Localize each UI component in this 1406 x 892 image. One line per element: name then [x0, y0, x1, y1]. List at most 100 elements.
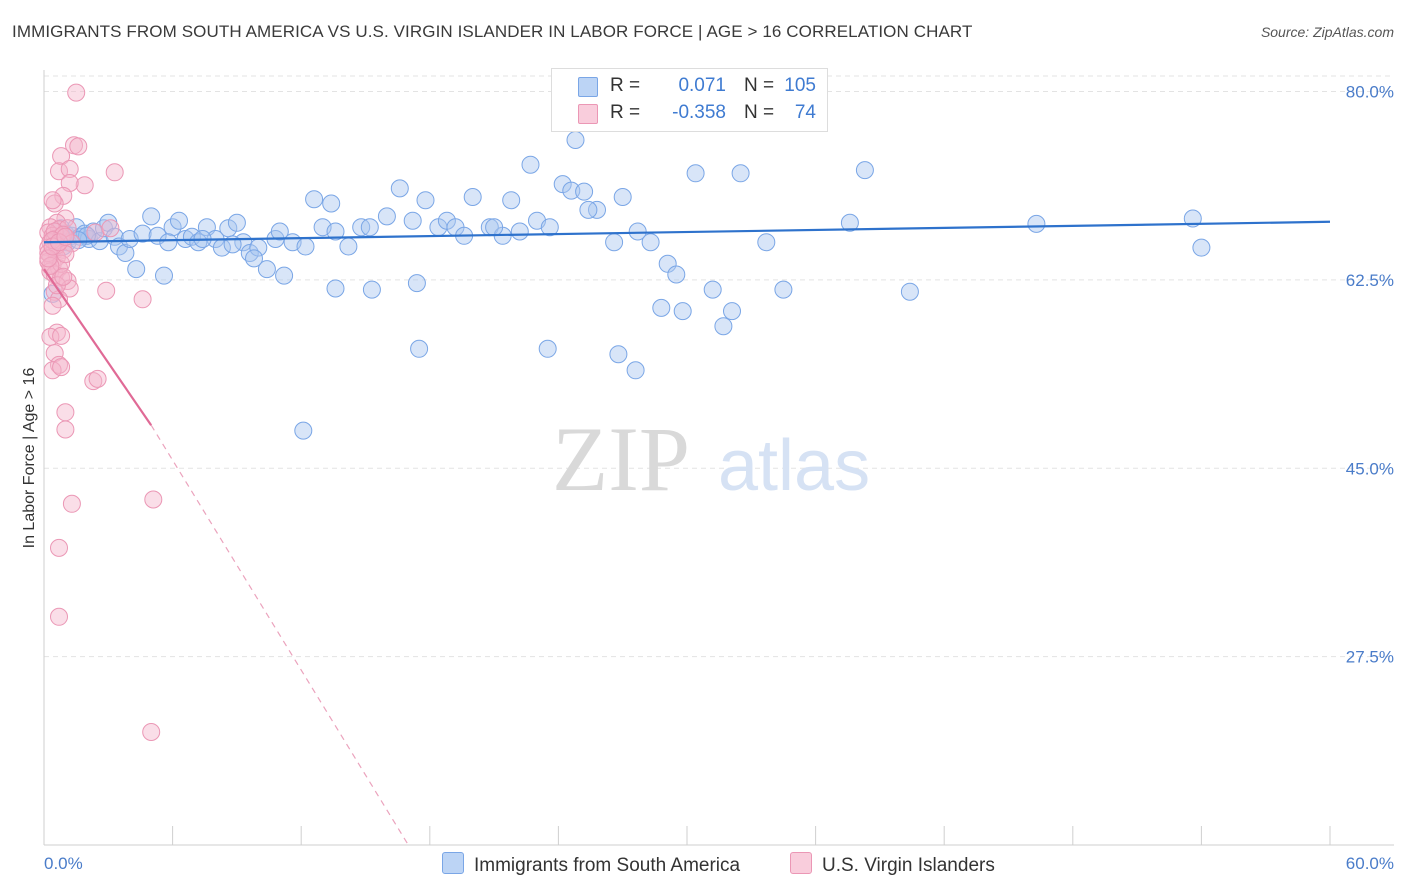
data-point	[101, 219, 120, 238]
data-point	[227, 213, 246, 232]
trend-line-south-america	[43, 220, 1331, 244]
data-point	[75, 176, 94, 195]
data-point	[410, 339, 429, 358]
y-axis-label: In Labor Force | Age > 16	[21, 368, 38, 549]
data-point	[144, 490, 163, 509]
data-point	[52, 326, 71, 345]
data-point	[155, 266, 173, 285]
trend-line-virgin-islanders-extension	[150, 424, 409, 846]
data-point	[840, 213, 859, 232]
data-point	[54, 267, 73, 286]
data-point	[521, 155, 540, 174]
bottom-legend-label: Immigrants from South America	[474, 855, 741, 876]
data-point	[60, 160, 79, 178]
data-point	[339, 237, 358, 256]
trend-line-virgin-islanders	[43, 268, 153, 426]
chart-title: IMMIGRANTS FROM SOUTH AMERICA VS U.S. VI…	[12, 22, 973, 41]
data-point	[731, 164, 750, 183]
data-point	[714, 317, 733, 336]
data-point	[579, 200, 598, 219]
legend-n-value: 105	[784, 75, 816, 96]
data-point	[50, 538, 68, 557]
data-point	[50, 607, 68, 626]
data-point	[88, 369, 107, 388]
data-point	[127, 260, 146, 279]
y-tick-label: 45.0%	[1346, 459, 1394, 478]
legend-n-value: 74	[794, 102, 816, 123]
bottom-legend-swatch-pink	[790, 852, 812, 874]
data-point	[900, 282, 919, 301]
data-point	[667, 265, 686, 284]
data-point	[86, 223, 105, 242]
data-point	[540, 218, 559, 237]
watermark-atlas: atlas	[718, 426, 870, 506]
data-point	[326, 279, 345, 298]
data-point	[43, 191, 62, 210]
data-point	[52, 358, 71, 377]
tick-labels: 27.5% 45.0% 62.5% 80.0% 0.0% 60.0%	[44, 83, 1394, 873]
data-point	[686, 164, 705, 183]
data-point	[50, 162, 68, 181]
x-tick-label: 0.0%	[44, 854, 83, 873]
bottom-legend-virgin-islanders: U.S. Virgin Islanders	[790, 852, 995, 876]
data-point	[69, 137, 88, 156]
legend-n-label: N =	[744, 102, 775, 123]
legend-swatch-pink	[578, 104, 598, 124]
data-point	[56, 420, 75, 439]
data-point	[52, 147, 71, 166]
data-point	[407, 274, 426, 293]
data-point	[170, 211, 188, 230]
data-point	[275, 266, 294, 285]
data-point	[463, 188, 482, 206]
legend-r-label: R =	[610, 102, 641, 123]
data-point	[641, 233, 660, 252]
data-point	[502, 191, 521, 210]
data-point	[142, 723, 161, 741]
data-point	[294, 421, 313, 440]
y-tick-label: 80.0%	[1346, 83, 1394, 102]
data-point	[105, 163, 124, 182]
data-point	[305, 190, 324, 209]
data-point	[142, 207, 161, 226]
data-point	[1183, 209, 1202, 228]
series-immigrants-south-america	[43, 131, 1211, 440]
series-virgin-islanders	[39, 83, 163, 741]
data-point	[62, 234, 81, 253]
source-label: Source: ZipAtlas.com	[1260, 24, 1394, 40]
data-point	[245, 249, 263, 268]
watermark-zip: ZIP	[552, 408, 690, 510]
bottom-legend-label: U.S. Virgin Islanders	[822, 855, 995, 876]
data-point	[566, 131, 585, 149]
bottom-legend-swatch-blue	[442, 852, 464, 874]
data-point	[67, 83, 86, 102]
data-point	[39, 249, 58, 268]
data-point	[652, 298, 671, 317]
legend-r-value: -0.358	[672, 102, 726, 123]
data-point	[62, 494, 81, 513]
data-point	[1027, 214, 1046, 233]
data-point	[43, 296, 62, 315]
data-point	[45, 194, 64, 213]
y-tick-label: 62.5%	[1346, 271, 1394, 290]
data-point	[41, 256, 60, 275]
data-point	[538, 339, 557, 358]
data-point	[403, 211, 422, 230]
data-point	[322, 194, 341, 213]
trend-lines	[43, 220, 1331, 846]
data-point	[360, 218, 379, 237]
legend-n-label: N =	[744, 75, 775, 96]
data-point	[485, 218, 504, 237]
data-point	[774, 280, 793, 299]
stats-legend: R = 0.071 N = 105 R = -0.358 N = 74	[551, 68, 828, 132]
data-point	[416, 191, 435, 210]
data-point	[757, 233, 776, 252]
data-point	[673, 302, 692, 321]
data-point	[628, 222, 647, 241]
data-point	[133, 224, 152, 243]
data-point	[605, 233, 624, 252]
data-point	[270, 222, 289, 241]
data-point	[163, 218, 182, 237]
data-point	[296, 237, 315, 256]
data-point	[116, 244, 135, 262]
data-point	[377, 207, 396, 226]
